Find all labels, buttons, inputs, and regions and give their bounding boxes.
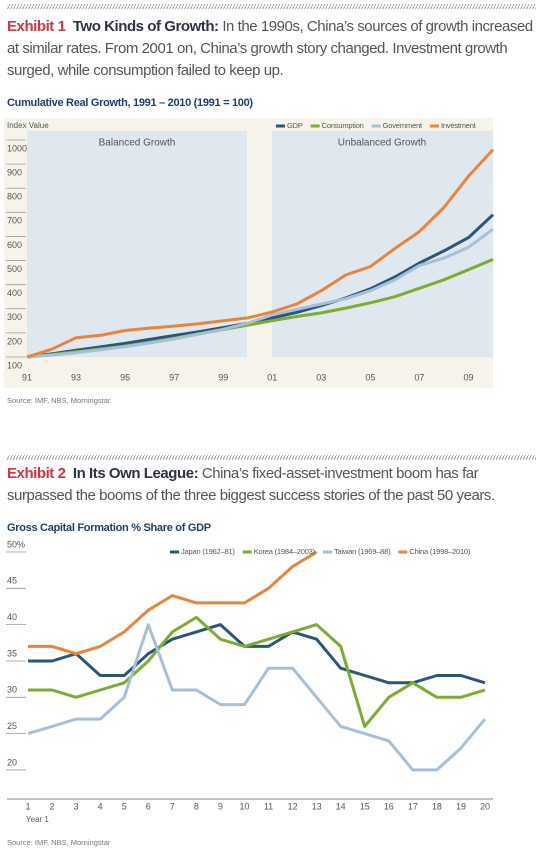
legend-label: GDP (287, 121, 303, 130)
chart-title: Cumulative Real Growth, 1991 – 2010 (199… (7, 97, 253, 109)
headline: In Its Own League: (72, 465, 199, 482)
x-tick-label: 01 (267, 372, 277, 382)
x-tick-label: 9 (218, 801, 223, 811)
x-tick-label: 17 (408, 801, 418, 811)
series-line (28, 615, 486, 728)
y-tick-label: 600 (7, 240, 22, 250)
description: In the 1990s, China’s sources of growth … (7, 18, 533, 79)
x-tick-label: 11 (264, 801, 273, 811)
exhibit-label: Exhibit 2 (7, 465, 66, 482)
x-tick-label: 13 (312, 801, 322, 811)
x-tick-label: 1 (25, 801, 30, 811)
period-panel (272, 131, 493, 357)
x-tick-label: 12 (288, 801, 298, 811)
x-tick-label: 91 (22, 372, 32, 382)
legend-label: Government (383, 121, 423, 130)
source-note: Source: IMF, NBS, Morningstar (7, 396, 111, 405)
x-tick-label: 99 (218, 372, 228, 382)
legend-label: Japan (1962–81) (181, 547, 235, 556)
exhibit-header: Exhibit 1 Two Kinds of Growth: In the 19… (7, 16, 537, 82)
x-tick-label: 4 (98, 801, 103, 811)
x-tick-label: 16 (384, 801, 394, 811)
series-line (26, 227, 494, 359)
x-tick-label: 05 (365, 372, 375, 382)
period-panel (27, 131, 247, 357)
x-tick-label: 8 (194, 801, 199, 811)
exhibit-header: Exhibit 2 In Its Own League: China’s fix… (7, 463, 537, 507)
y-tick-label: 100 (7, 360, 22, 370)
x-tick-label: 5 (122, 801, 127, 811)
x-tick-label: 3 (74, 801, 79, 811)
description: China’s fixed-asset-investment boom has … (7, 465, 495, 504)
x-tick-label: 19 (456, 801, 466, 811)
hatched-rule (7, 4, 536, 9)
series-line (26, 148, 495, 359)
x-tick-label: 14 (336, 801, 346, 811)
x-axis-label: Year 1 (26, 815, 49, 824)
y-tick-label: 300 (7, 312, 22, 322)
y-tick-label: 400 (7, 288, 22, 298)
y-tick-label: 20 (7, 757, 17, 767)
headline: Two Kinds of Growth: (72, 18, 219, 35)
legend-label: Korea (1984–2003) (254, 547, 316, 556)
legend-label: Consumption (322, 121, 364, 130)
x-tick-label: 07 (414, 372, 424, 382)
x-tick-label: 20 (480, 801, 490, 811)
y-tick-label: 45 (7, 576, 17, 586)
x-tick-label: 10 (239, 801, 249, 811)
x-tick-label: 95 (120, 372, 130, 382)
y-tick-label: 700 (7, 216, 22, 226)
series-line (27, 623, 487, 772)
series-line (28, 623, 486, 685)
y-tick-label: 1000 (7, 143, 27, 153)
annotation: Balanced Growth (99, 138, 176, 149)
chart-title: Gross Capital Formation % Share of GDP (7, 522, 211, 534)
x-tick-label: 18 (432, 801, 442, 811)
series-line (28, 550, 318, 656)
y-tick-label: 800 (7, 192, 22, 202)
legend-label: Investment (441, 121, 477, 130)
hatched-rule (7, 455, 536, 460)
x-tick-label: 03 (316, 372, 326, 382)
y-tick-label: 35 (7, 648, 17, 658)
x-tick-label: 6 (146, 801, 151, 811)
y-tick-label: 40 (7, 612, 17, 622)
y-axis-label: Index Value (7, 121, 49, 130)
y-tick-label: 900 (7, 167, 22, 177)
annotation: Unbalanced Growth (338, 138, 426, 149)
x-tick-label: 15 (360, 801, 370, 811)
x-tick-label: 97 (169, 372, 179, 382)
x-tick-label: 2 (50, 801, 55, 811)
legend-label: China (1998–2010) (409, 547, 471, 556)
y-tick-label: 25 (7, 721, 17, 731)
y-tick-label: 50% (7, 539, 25, 549)
exhibit-label: Exhibit 1 (7, 18, 66, 35)
x-tick-label: 93 (71, 372, 81, 382)
y-tick-label: 500 (7, 264, 22, 274)
x-tick-label: 09 (463, 372, 473, 382)
y-tick-label: 200 (7, 336, 22, 346)
x-tick-label: 7 (170, 801, 175, 811)
legend-label: Taiwan (1969–88) (334, 547, 391, 556)
y-tick-label: 30 (7, 685, 17, 695)
source-note: Source: IMF, NBS, Morningstar (7, 838, 111, 847)
